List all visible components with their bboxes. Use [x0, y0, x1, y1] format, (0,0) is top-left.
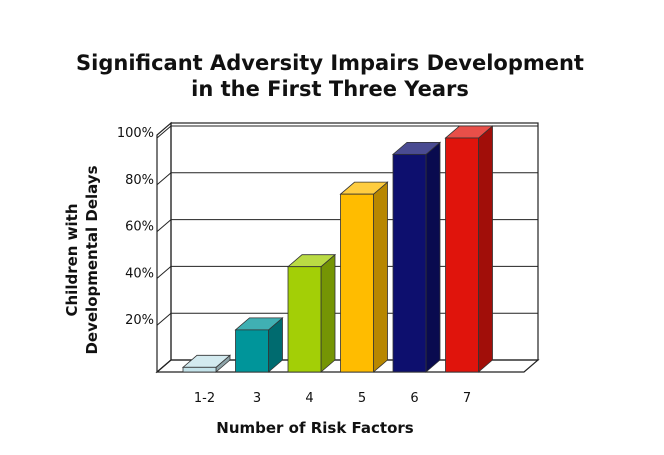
bar-7: [444, 125, 494, 373]
x-tick-label: 6: [410, 391, 418, 406]
bar-front: [235, 329, 269, 373]
x-tick-label: 7: [463, 391, 471, 406]
bar-side: [478, 125, 493, 373]
bar-1-2: [181, 354, 232, 373]
x-tick-label: 5: [358, 391, 366, 406]
x-tick-labels: 1-2 3 4 5 6 7: [194, 391, 471, 406]
gridline-side-80: [156, 172, 172, 186]
gridline-side-100: [156, 125, 172, 139]
x-axis-label: Number of Risk Factors: [216, 419, 414, 437]
bar-side: [320, 253, 336, 373]
bar-front: [445, 137, 479, 373]
x-tick-label: 1-2: [194, 391, 215, 406]
y-tick-labels: 20% 40% 60% 80% 100%: [117, 126, 154, 328]
left-wall: [156, 121, 172, 374]
bars: [181, 125, 494, 373]
bar-front: [392, 153, 427, 373]
bar-front: [287, 266, 322, 373]
bar-5: [339, 181, 389, 373]
y-tick-label: 100%: [117, 126, 154, 141]
chart-title-line-2: in the First Three Years: [191, 77, 469, 101]
y-axis-label-line-2: Developmental Delays: [83, 165, 101, 354]
bar-3: [234, 317, 284, 373]
gridline-side-20: [156, 312, 172, 326]
x-tick-label: 3: [253, 391, 261, 406]
bar-6: [391, 141, 442, 373]
bar-side: [425, 141, 441, 373]
x-tick-label: 4: [305, 391, 313, 406]
gridline-side-40: [156, 266, 172, 279]
bar-front: [182, 366, 217, 373]
y-axis-label-line-1: Children with: [63, 203, 81, 316]
y-tick-label: 20%: [125, 313, 154, 328]
bar-front: [340, 193, 374, 373]
bar-4: [286, 253, 337, 373]
y-tick-label: 40%: [125, 266, 154, 281]
bar-side: [373, 181, 388, 373]
chart-title-line-1: Significant Adversity Impairs Developmen…: [76, 51, 584, 75]
gridline-side-60: [156, 219, 172, 232]
y-tick-label: 60%: [125, 220, 154, 235]
y-tick-label: 80%: [125, 173, 154, 188]
